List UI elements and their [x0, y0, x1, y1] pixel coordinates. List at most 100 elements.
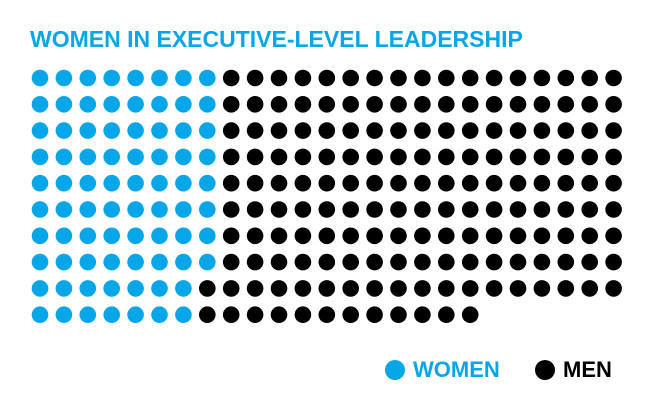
dot	[605, 253, 622, 271]
dot	[438, 253, 455, 271]
dot	[103, 122, 120, 139]
dot	[127, 201, 144, 218]
dot	[294, 174, 312, 192]
dot	[485, 174, 503, 192]
dot	[533, 253, 551, 271]
dot	[318, 280, 336, 297]
dot	[151, 227, 168, 245]
dot	[127, 69, 144, 87]
dot	[414, 306, 431, 324]
dot	[222, 69, 240, 87]
dot	[533, 148, 551, 166]
dot	[581, 174, 598, 192]
dot	[390, 201, 407, 218]
dot	[79, 280, 97, 297]
dot	[127, 253, 144, 271]
dot	[318, 201, 336, 218]
dot	[581, 96, 598, 113]
dot	[55, 227, 73, 245]
dot	[509, 174, 527, 192]
dot	[390, 306, 407, 324]
dot	[581, 69, 598, 87]
dot	[438, 201, 455, 218]
dot	[31, 306, 49, 324]
dot	[581, 280, 598, 297]
dot	[175, 96, 192, 113]
dot	[557, 96, 575, 113]
dot	[390, 122, 407, 139]
dot	[366, 201, 383, 218]
dot	[294, 201, 312, 218]
dot	[366, 148, 383, 166]
dot	[246, 122, 264, 139]
dot	[199, 306, 216, 324]
dot	[31, 280, 49, 297]
dot	[222, 227, 240, 245]
dot	[342, 174, 360, 192]
dot	[509, 280, 527, 297]
dot	[151, 253, 168, 271]
dot	[557, 174, 575, 192]
dot	[533, 227, 551, 245]
dot	[246, 174, 264, 192]
dot	[390, 253, 407, 271]
dot	[246, 69, 264, 87]
dot	[127, 96, 144, 113]
dot	[199, 227, 216, 245]
dot	[270, 201, 288, 218]
dot	[342, 122, 360, 139]
dot	[414, 96, 431, 113]
dot	[390, 280, 407, 297]
dot	[294, 227, 312, 245]
dot	[79, 96, 97, 113]
dot	[318, 122, 336, 139]
dot	[151, 280, 168, 297]
dot	[127, 280, 144, 297]
dot	[246, 253, 264, 271]
dot	[366, 122, 383, 139]
dot	[151, 148, 168, 166]
dot	[461, 69, 479, 87]
dot	[294, 122, 312, 139]
dot	[342, 306, 360, 324]
dot	[485, 69, 503, 87]
dot	[605, 227, 622, 245]
dot	[509, 96, 527, 113]
dot	[175, 69, 192, 87]
dot	[103, 201, 120, 218]
dot	[366, 280, 383, 297]
dot	[103, 174, 120, 192]
dot	[246, 148, 264, 166]
dot	[55, 69, 73, 87]
dot	[390, 148, 407, 166]
dot	[199, 148, 216, 166]
dot	[270, 69, 288, 87]
dot	[199, 96, 216, 113]
dot	[485, 122, 503, 139]
dot	[509, 253, 527, 271]
dot	[103, 253, 120, 271]
dot	[222, 174, 240, 192]
dot	[270, 306, 288, 324]
dot	[461, 96, 479, 113]
dot	[199, 122, 216, 139]
dot	[294, 96, 312, 113]
dot	[103, 280, 120, 297]
dot	[318, 148, 336, 166]
dot	[438, 69, 455, 87]
dot	[175, 227, 192, 245]
dot	[342, 69, 360, 87]
dot	[79, 174, 97, 192]
dot	[199, 253, 216, 271]
dot	[175, 148, 192, 166]
dot	[533, 174, 551, 192]
dot	[127, 122, 144, 139]
dot	[79, 148, 97, 166]
dot	[438, 306, 455, 324]
dot	[318, 69, 336, 87]
dot	[342, 201, 360, 218]
dot	[246, 227, 264, 245]
dot	[438, 280, 455, 297]
dot	[79, 201, 97, 218]
dot	[461, 280, 479, 297]
